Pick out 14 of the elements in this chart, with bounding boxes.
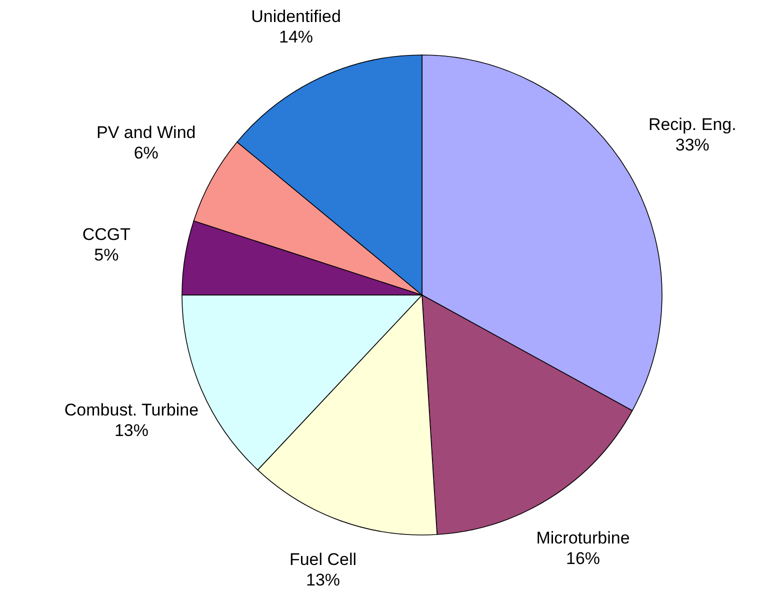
data-label: 14%	[279, 28, 314, 47]
data-label: 33%	[675, 135, 710, 154]
data-label: 16%	[566, 549, 600, 568]
slice-label: Fuel Cell	[289, 550, 357, 569]
data-label: 13%	[114, 421, 149, 440]
slice-label: PV and Wind	[96, 123, 196, 142]
data-label: 13%	[306, 570, 340, 590]
data-label: 5%	[94, 245, 119, 264]
data-label: 6%	[134, 144, 158, 163]
slice-label: Unidentified	[251, 7, 341, 26]
slice-label: Combust. Turbine	[64, 400, 199, 420]
slice-label: CCGT	[82, 224, 131, 244]
slice-label: Recip. Eng.	[648, 114, 736, 134]
slice-label: Microturbine	[536, 528, 630, 548]
